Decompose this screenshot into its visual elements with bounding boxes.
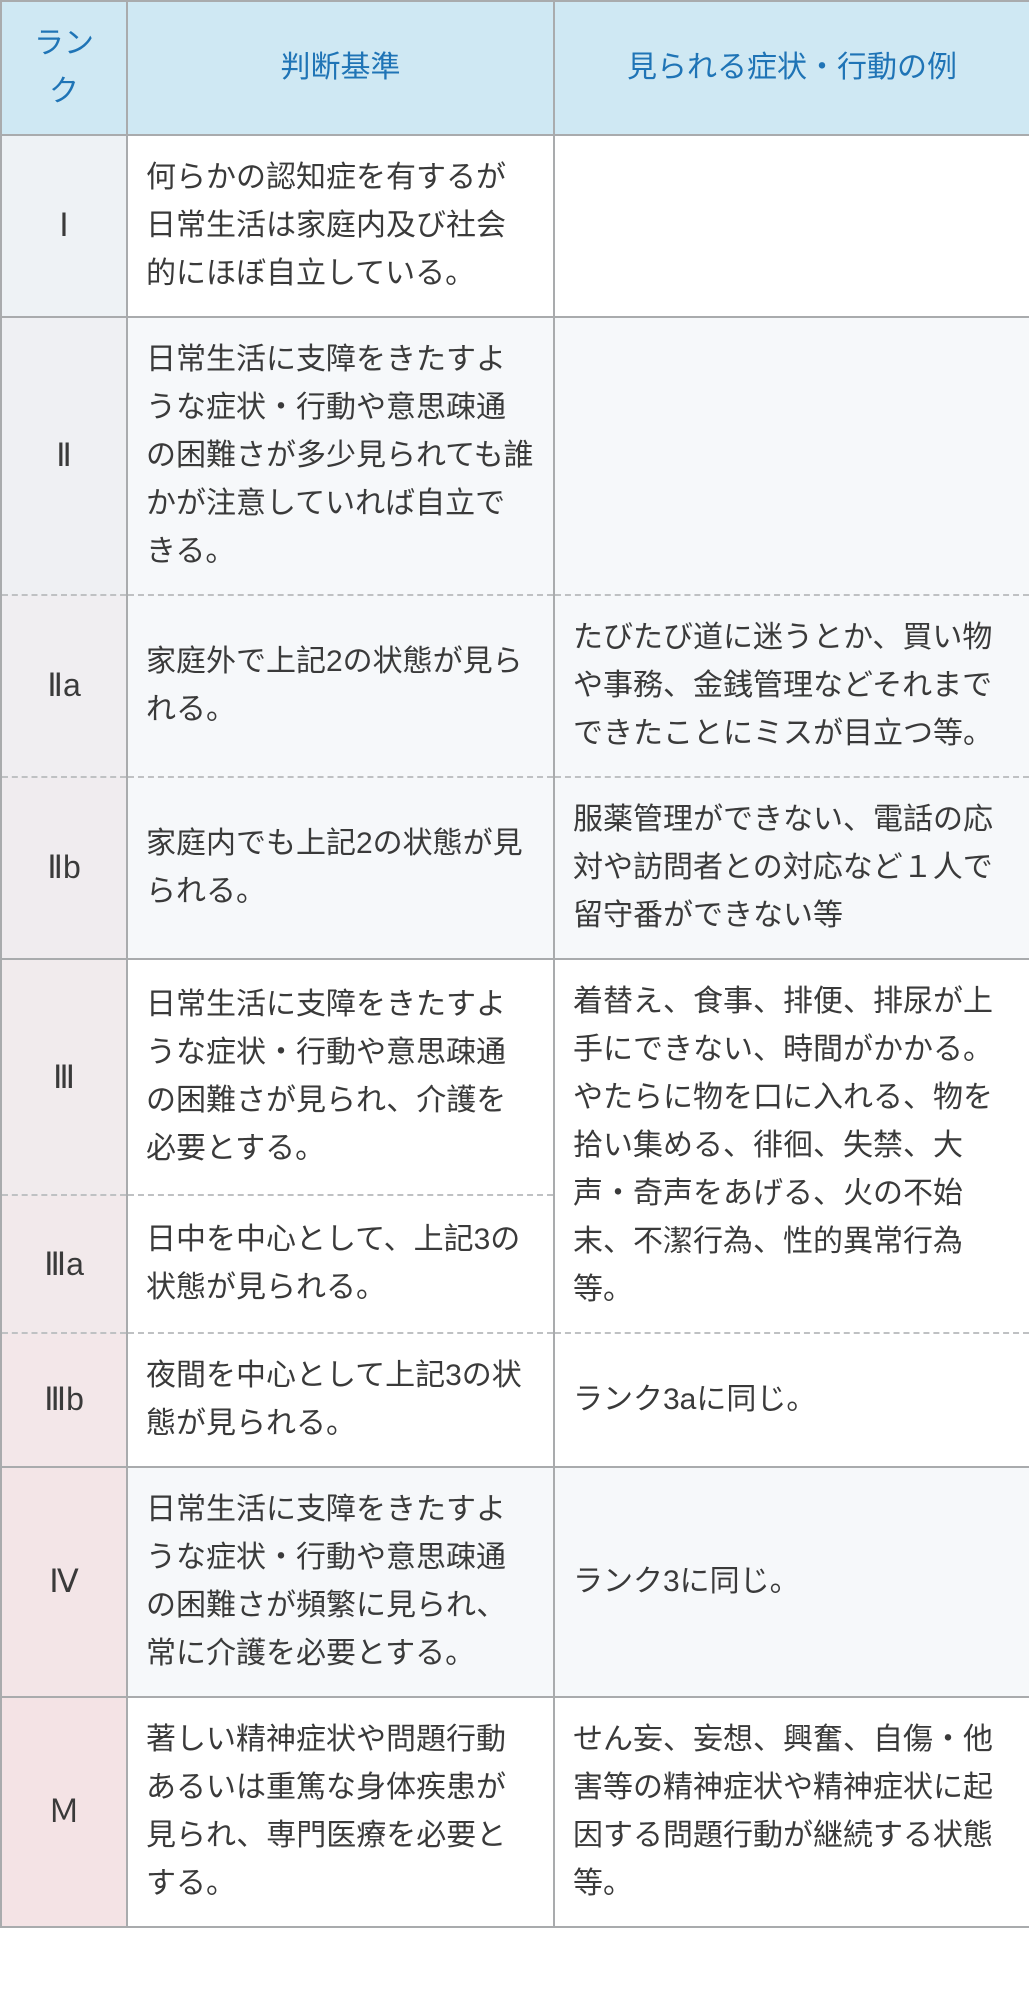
rank-cell: Ⅳ (1, 1467, 127, 1697)
criteria-cell: 家庭内でも上記2の状態が見られる。 (127, 777, 554, 959)
table-row: Ⅳ日常生活に支障をきたすような症状・行動や意思疎通の困難さが頻繁に見られ、常に介… (1, 1467, 1029, 1697)
table-row: Ⅱ日常生活に支障をきたすような症状・行動や意思疎通の困難さが多少見られても誰かが… (1, 317, 1029, 595)
rank-cell: Ⅲ (1, 959, 127, 1195)
criteria-cell: 日常生活に支障をきたすような症状・行動や意思疎通の困難さが頻繁に見られ、常に介護… (127, 1467, 554, 1697)
table-row: Ⅱb家庭内でも上記2の状態が見られる。服薬管理ができない、電話の応対や訪問者との… (1, 777, 1029, 959)
header-examples: 見られる症状・行動の例 (554, 1, 1029, 135)
rank-cell: Ⅱ (1, 317, 127, 595)
examples-cell: ランク3aに同じ。 (554, 1333, 1029, 1467)
table-row: Ⅲb夜間を中心として上記3の状態が見られる。ランク3aに同じ。 (1, 1333, 1029, 1467)
criteria-cell: 日中を中心として、上記3の状態が見られる。 (127, 1195, 554, 1333)
rank-cell: Ⅲb (1, 1333, 127, 1467)
criteria-cell: 日常生活に支障をきたすような症状・行動や意思疎通の困難さが多少見られても誰かが注… (127, 317, 554, 595)
criteria-cell: 夜間を中心として上記3の状態が見られる。 (127, 1333, 554, 1467)
criteria-cell: 何らかの認知症を有するが日常生活は家庭内及び社会的にほぼ自立している。 (127, 135, 554, 317)
examples-cell (554, 317, 1029, 595)
criteria-cell: 著しい精神症状や問題行動あるいは重篤な身体疾患が見られ、専門医療を必要とする。 (127, 1697, 554, 1927)
examples-cell: 服薬管理ができない、電話の応対や訪問者との対応など１人で留守番ができない等 (554, 777, 1029, 959)
examples-cell: たびたび道に迷うとか、買い物や事務、金銭管理などそれまでできたことにミスが目立つ… (554, 595, 1029, 777)
examples-cell (554, 135, 1029, 317)
rank-cell: Ⅲa (1, 1195, 127, 1333)
rank-cell: Ⅱa (1, 595, 127, 777)
rank-cell: Ｍ (1, 1697, 127, 1927)
criteria-cell: 家庭外で上記2の状態が見られる。 (127, 595, 554, 777)
examples-cell: ランク3に同じ。 (554, 1467, 1029, 1697)
criteria-cell: 日常生活に支障をきたすような症状・行動や意思疎通の困難さが見られ、介護を必要とす… (127, 959, 554, 1195)
header-criteria: 判断基準 (127, 1, 554, 135)
examples-cell: せん妄、妄想、興奮、自傷・他害等の精神症状や精神症状に起因する問題行動が継続する… (554, 1697, 1029, 1927)
dementia-rank-table: ランク 判断基準 見られる症状・行動の例 Ⅰ何らかの認知症を有するが日常生活は家… (0, 0, 1029, 1928)
rank-cell: Ⅰ (1, 135, 127, 317)
header-rank: ランク (1, 1, 127, 135)
table-row: Ⅲ日常生活に支障をきたすような症状・行動や意思疎通の困難さが見られ、介護を必要と… (1, 959, 1029, 1195)
table-header-row: ランク 判断基準 見られる症状・行動の例 (1, 1, 1029, 135)
table-row: Ｍ著しい精神症状や問題行動あるいは重篤な身体疾患が見られ、専門医療を必要とする。… (1, 1697, 1029, 1927)
table-row: Ⅱa家庭外で上記2の状態が見られる。たびたび道に迷うとか、買い物や事務、金銭管理… (1, 595, 1029, 777)
table-row: Ⅰ何らかの認知症を有するが日常生活は家庭内及び社会的にほぼ自立している。 (1, 135, 1029, 317)
examples-cell: 着替え、食事、排便、排尿が上手にできない、時間がかかる。やたらに物を口に入れる、… (554, 959, 1029, 1333)
rank-cell: Ⅱb (1, 777, 127, 959)
